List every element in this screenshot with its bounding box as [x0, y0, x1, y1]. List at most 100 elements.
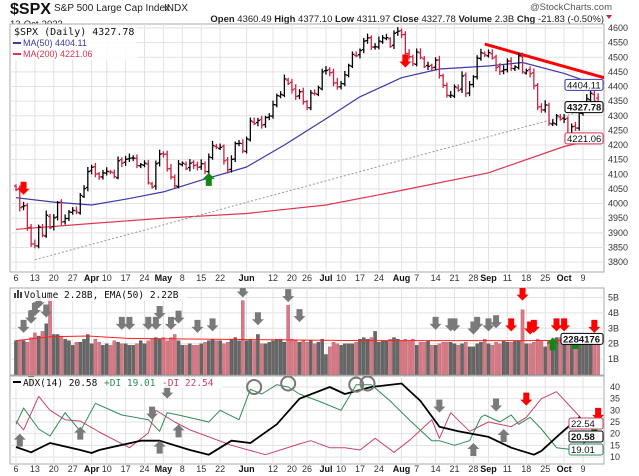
- volume-bar: [309, 340, 313, 375]
- arrow-down-icon: [520, 392, 533, 406]
- value-label: 4327.78: [564, 101, 604, 114]
- x-tick-label: 17: [121, 464, 131, 474]
- volume-bar: [384, 340, 389, 375]
- volume-bar: [494, 342, 498, 375]
- price-bar: [82, 185, 87, 199]
- volume-bar: [290, 338, 294, 375]
- volume-bar: [89, 343, 94, 375]
- x-tick-label: 10: [336, 273, 346, 283]
- adx-tick-label: 15: [610, 440, 620, 450]
- price-bar: [55, 200, 60, 221]
- arrow-down-icon: [448, 318, 461, 332]
- volume-bar: [93, 338, 98, 375]
- price-bar: [89, 164, 94, 175]
- value-label-box: [564, 78, 604, 91]
- volume-bar: [418, 342, 423, 375]
- down-triangle-icon: [606, 15, 612, 19]
- arrow-down-icon: [161, 385, 174, 399]
- value-label-text: 4404.11: [567, 80, 601, 91]
- x-tick-label: 28: [468, 464, 478, 474]
- volume-bar: [14, 340, 18, 375]
- volume-bar: [312, 343, 317, 375]
- arrow-up-icon: [497, 428, 510, 442]
- volume-bar: [532, 342, 536, 375]
- adx-line: [15, 382, 599, 456]
- arrow-down-icon: [115, 316, 128, 330]
- volume-bar: [169, 337, 173, 375]
- volume-bar: [241, 300, 245, 375]
- volume-bar: [437, 343, 442, 375]
- volume-bar: [324, 354, 328, 375]
- x-tick-label: 7: [414, 464, 419, 474]
- price-bar: [535, 83, 540, 111]
- price-bar: [59, 199, 64, 226]
- x-tick-label: 7: [414, 273, 419, 283]
- price-bar: [323, 66, 328, 75]
- volume-bar: [452, 343, 457, 375]
- volume-tick-label: 4B: [608, 308, 619, 318]
- volume-bar: [188, 343, 192, 375]
- price-tick-label: 4050: [608, 184, 628, 194]
- volume-bar: [448, 342, 453, 375]
- price-bar: [539, 103, 544, 113]
- plus-di-line: [15, 384, 599, 451]
- volume-bar: [339, 345, 343, 375]
- adx-tick-label: 35: [610, 394, 620, 404]
- volume-bar: [112, 340, 117, 375]
- volume-tick-label: 2B: [608, 339, 619, 349]
- price-bar: [456, 84, 461, 92]
- volume-bar: [524, 343, 529, 375]
- volume-legend: Volume 2.28B, EMA(50) 2.22B: [24, 290, 179, 301]
- x-tick-label: 28: [468, 273, 478, 283]
- price-tick-label: 4400: [608, 82, 628, 92]
- arrow-down-icon: [527, 319, 540, 333]
- price-bar: [153, 160, 158, 190]
- price-bar: [305, 99, 310, 111]
- volume-bar: [520, 309, 525, 375]
- volume-bar: [403, 338, 408, 375]
- x-tick-label: May: [155, 273, 173, 283]
- volume-bar: [414, 345, 419, 375]
- x-tick-label: 8: [180, 464, 185, 474]
- adx-tick-label: 40: [610, 382, 620, 392]
- price-bar: [221, 144, 226, 165]
- price-bar: [497, 63, 502, 76]
- arrow-down-icon: [558, 318, 571, 332]
- arrow-down-icon: [164, 316, 177, 330]
- x-tick-label: 14: [431, 464, 441, 474]
- price-bar: [36, 224, 41, 249]
- price-bar: [157, 149, 162, 167]
- price-bar: [165, 150, 170, 172]
- x-tick-label: 9: [580, 464, 585, 474]
- volume-bar: [331, 342, 336, 375]
- price-bar: [512, 65, 517, 72]
- chg-label: Chg: [517, 14, 536, 25]
- arrow-down-icon: [399, 54, 412, 68]
- arrow-down-icon: [236, 288, 249, 298]
- price-bar: [180, 161, 185, 167]
- arrow-down-icon: [142, 316, 155, 330]
- price-bar: [199, 159, 204, 170]
- price-bar: [531, 68, 536, 90]
- volume-bar: [275, 338, 279, 375]
- price-bar: [494, 54, 499, 72]
- volume-bar: [225, 342, 230, 375]
- price-bar: [433, 57, 438, 71]
- x-tick-label: 25: [540, 464, 550, 474]
- x-tick-label: 13: [30, 273, 40, 283]
- price-bar: [320, 68, 325, 91]
- x-tick-label: 24: [140, 464, 150, 474]
- x-tick-label: 26: [302, 464, 312, 474]
- price-bar: [229, 155, 234, 173]
- volume-tick-label: 1B: [608, 354, 619, 364]
- x-tick-label: 18: [521, 464, 531, 474]
- volume-bar: [229, 338, 234, 375]
- volume-bar: [490, 345, 495, 375]
- volume-bar: [350, 343, 355, 375]
- volume-bar: [176, 340, 181, 375]
- price-bar: [293, 84, 298, 100]
- volume-bar: [104, 343, 109, 375]
- volume-bar: [430, 345, 434, 375]
- volume-bar: [581, 343, 585, 375]
- price-bar: [312, 89, 317, 96]
